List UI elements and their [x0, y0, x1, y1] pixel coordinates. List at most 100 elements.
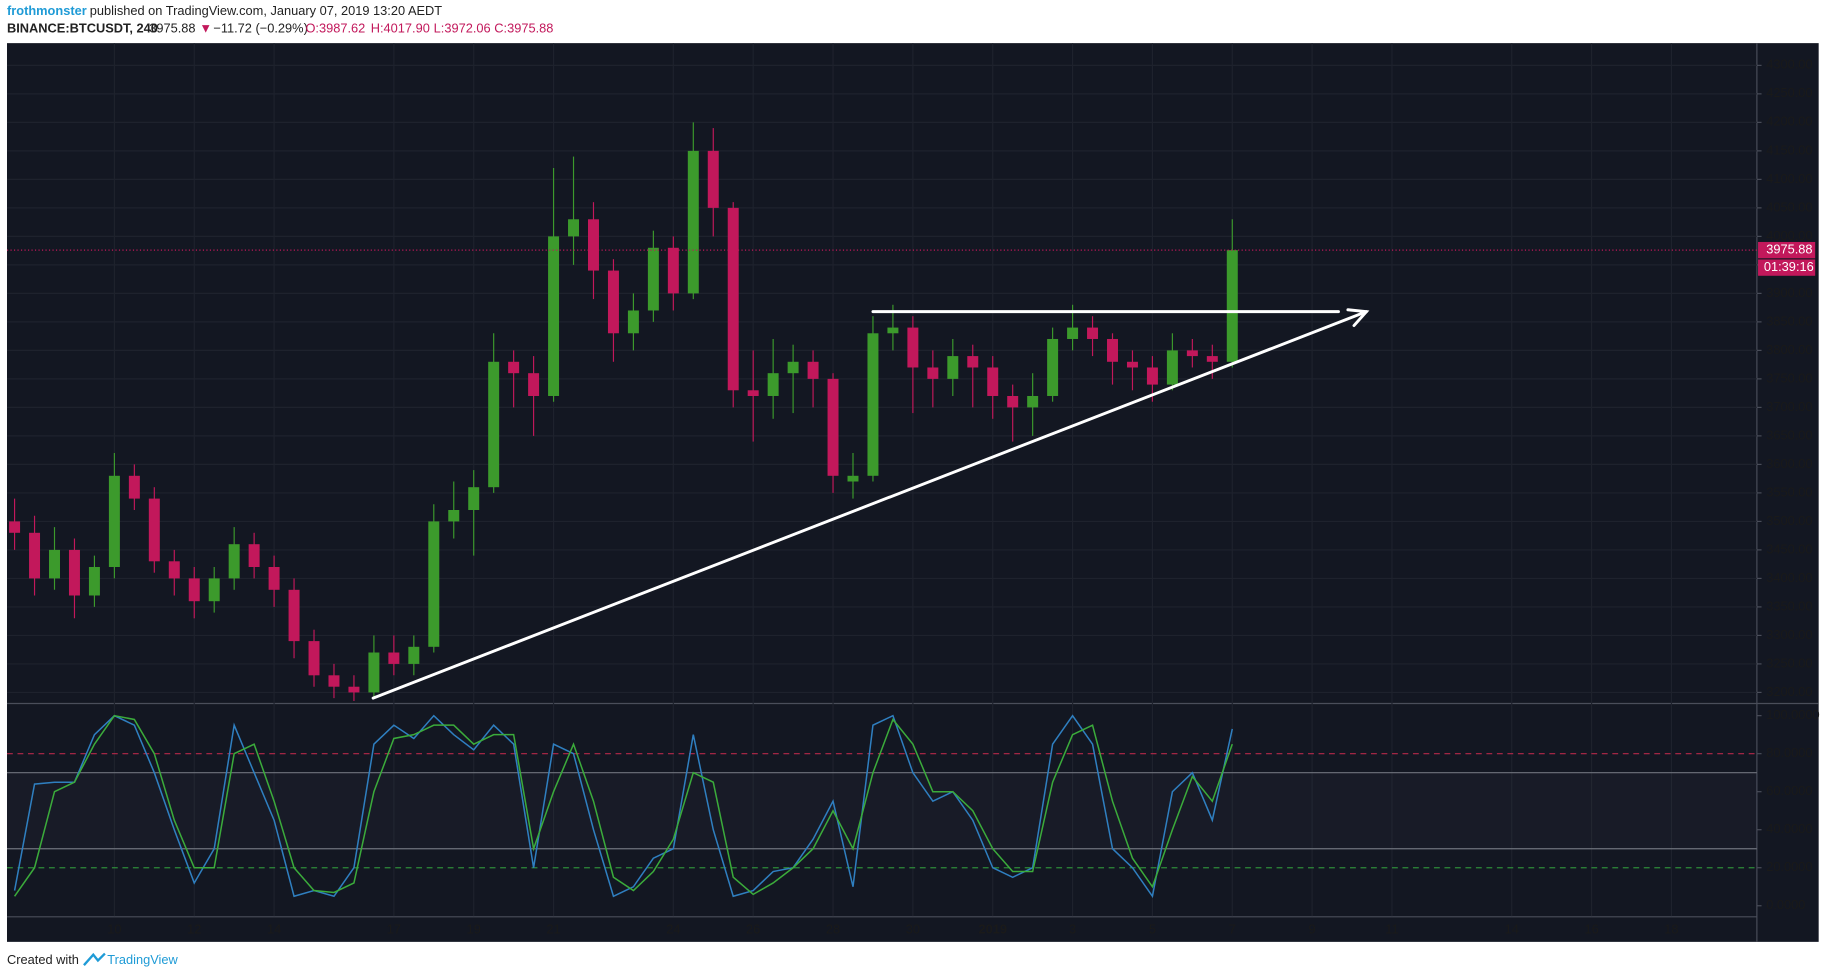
- x-tick-label: 24: [666, 922, 680, 937]
- candle-body: [627, 310, 639, 334]
- candle-body: [49, 549, 60, 579]
- y-tick-label: 3550.00: [1766, 484, 1812, 499]
- y-tick-label: 4150.00: [1766, 142, 1812, 157]
- x-tick-label: 19: [467, 922, 481, 937]
- candle-body: [108, 475, 120, 568]
- candle-body: [368, 652, 380, 693]
- timer-label: 01:39:16: [1764, 259, 1814, 274]
- y-tick-label: 3300.00: [1766, 627, 1812, 642]
- ohlc-high: H:4017.90: [371, 21, 430, 36]
- candle-body: [987, 367, 999, 396]
- y-tick-label: 4200.00: [1766, 114, 1812, 129]
- x-tick-label: 18: [1664, 922, 1678, 937]
- x-tick-label: 11: [1385, 922, 1398, 937]
- candle-body: [1146, 367, 1158, 385]
- x-tick-label: 30: [906, 922, 920, 937]
- y-tick-label: 60.0000: [1766, 783, 1812, 798]
- candle-body: [647, 247, 659, 311]
- y-tick-label: 3350.00: [1766, 598, 1812, 613]
- y-tick-label: 3750.00: [1766, 370, 1812, 385]
- y-tick-label: 80.0000: [1766, 745, 1812, 760]
- x-tick-label: 14: [1505, 922, 1519, 937]
- footer-brand[interactable]: TradingView: [107, 952, 178, 967]
- candle-body: [907, 327, 919, 368]
- candle-body: [947, 356, 959, 379]
- candle-body: [1007, 395, 1019, 408]
- y-tick-label: 4100.00: [1766, 171, 1812, 186]
- candle-body: [448, 509, 460, 522]
- candle-body: [468, 487, 480, 510]
- ohlc-open: O:3987.62: [305, 21, 365, 36]
- y-tick-label: 3900.00: [1766, 285, 1812, 300]
- candle-body: [667, 247, 679, 294]
- arrow-head: [1346, 308, 1370, 327]
- x-tick-label: 17: [387, 922, 401, 937]
- candle-body: [687, 150, 699, 294]
- candle-body: [1087, 327, 1099, 339]
- oscillator-line: [13, 714, 1233, 897]
- candle-body: [388, 652, 400, 664]
- candle-body: [887, 327, 899, 334]
- candle-body: [248, 544, 260, 568]
- x-tick-label: 10: [107, 922, 121, 937]
- candle-body: [288, 589, 300, 642]
- candle-body: [268, 567, 280, 590]
- candle-body: [727, 207, 739, 391]
- candle-body: [1186, 350, 1198, 357]
- candle-body: [1027, 395, 1039, 408]
- candle-body: [1166, 350, 1178, 385]
- candle-body: [428, 521, 440, 647]
- candle-body: [1126, 361, 1138, 368]
- candle-body: [548, 236, 560, 396]
- author[interactable]: frothmonster: [7, 3, 87, 18]
- y-tick-label: 3500.00: [1766, 513, 1812, 528]
- y-tick-label: 40.0000: [1766, 821, 1812, 836]
- candle-body: [228, 544, 240, 579]
- candle-body: [88, 567, 100, 596]
- candle-body: [188, 578, 200, 602]
- candle-body: [29, 532, 41, 579]
- y-tick-label: 4000.00: [1766, 228, 1812, 243]
- candle-body: [767, 373, 779, 396]
- candle-body: [1206, 356, 1218, 362]
- x-tick-label: 12: [187, 922, 201, 937]
- candle-body: [707, 150, 719, 208]
- pane-1: [6, 714, 1757, 899]
- candle-body: [867, 333, 879, 476]
- candle-body: [587, 219, 599, 271]
- y-tick-label: 3600.00: [1766, 456, 1812, 471]
- y-tick-label: 3850.00: [1766, 313, 1812, 328]
- candle-body: [827, 378, 839, 476]
- y-tick-label: 3400.00: [1766, 570, 1812, 585]
- candle-body: [408, 646, 420, 664]
- brand-logo: [83, 952, 106, 966]
- y-tick-label: 3650.00: [1766, 427, 1812, 442]
- change-arrow: ▼: [199, 21, 212, 36]
- candle-body: [9, 521, 21, 533]
- x-tick-label: 5: [1149, 922, 1156, 937]
- y-tick-label: 4050.00: [1766, 199, 1812, 214]
- last-price: 3975.88: [149, 21, 195, 36]
- pane-0: [9, 122, 1238, 701]
- timer-box: [1758, 259, 1816, 276]
- candle-body: [148, 498, 160, 562]
- y-tick-label: 3450.00: [1766, 541, 1812, 556]
- candle-body: [1107, 338, 1118, 362]
- candle-body: [328, 675, 340, 687]
- candle-body: [508, 361, 520, 374]
- candle-body: [747, 390, 759, 396]
- grid-layer: [6, 43, 1757, 917]
- oscillator-line: [13, 714, 1234, 899]
- y-tick-label: 4250.00: [1766, 85, 1812, 100]
- x-tick-label: 26: [746, 922, 760, 937]
- candle-body: [348, 686, 360, 693]
- candle-body: [1226, 250, 1238, 362]
- last-price-label: 3975.88: [1766, 242, 1812, 257]
- y-tick-label: 4300.00: [1766, 57, 1812, 72]
- candle-body: [807, 361, 819, 379]
- candle-body: [847, 475, 859, 482]
- candle-body: [128, 475, 140, 499]
- y-tick-label: 3200.00: [1766, 684, 1812, 699]
- candle-body: [967, 356, 979, 368]
